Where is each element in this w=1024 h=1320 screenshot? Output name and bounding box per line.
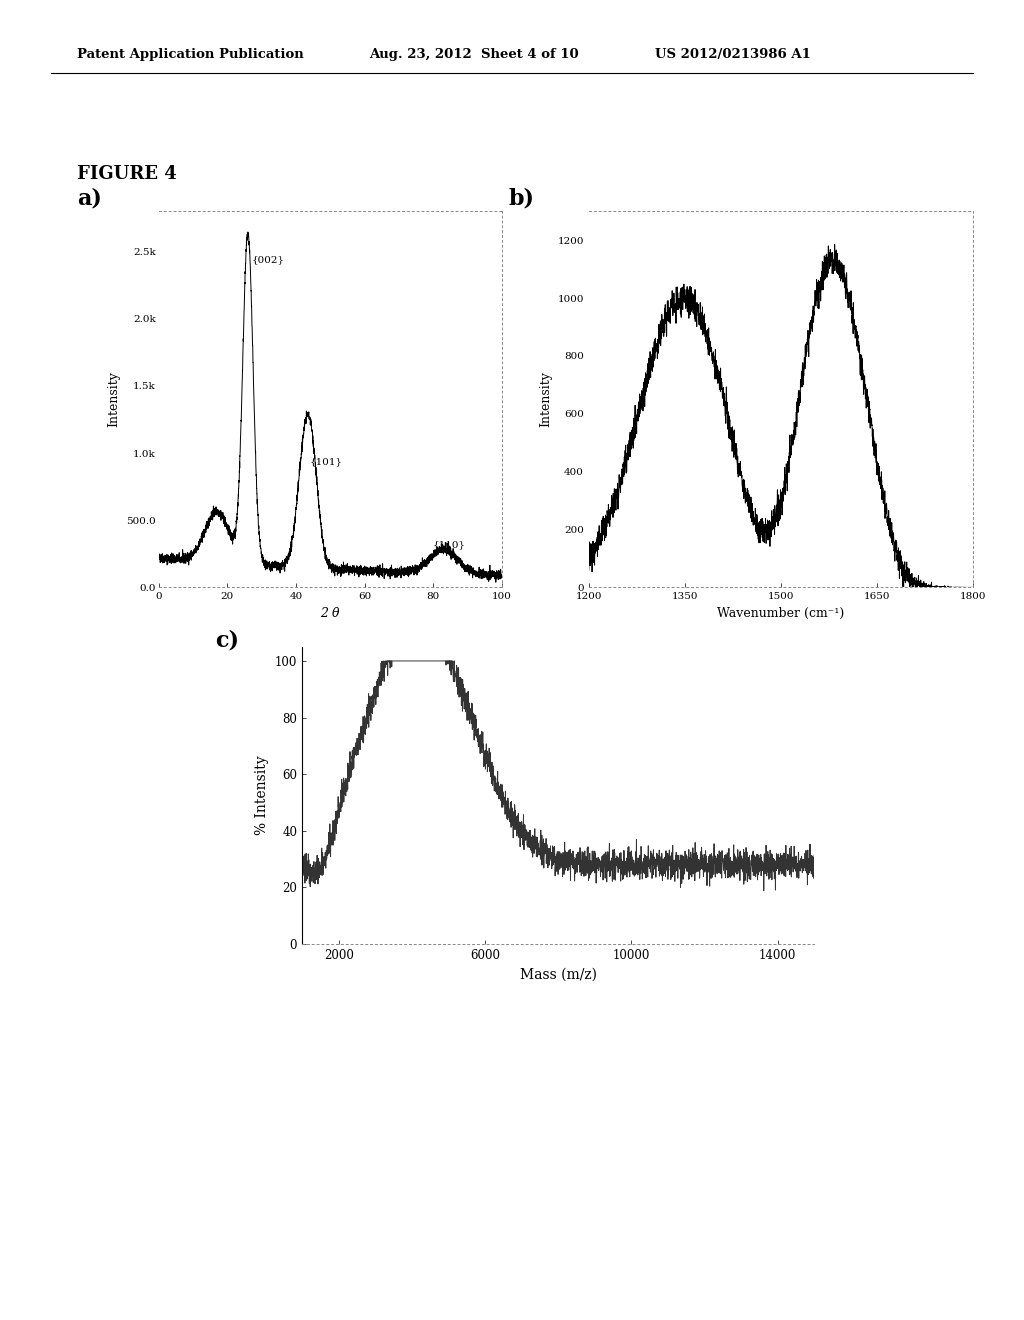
X-axis label: Mass (m/z): Mass (m/z) <box>519 968 597 981</box>
Text: Patent Application Publication: Patent Application Publication <box>77 48 303 61</box>
Text: b): b) <box>509 187 535 210</box>
Text: FIGURE 4: FIGURE 4 <box>77 165 176 183</box>
Text: {101}: {101} <box>309 457 343 466</box>
X-axis label: Wavenumber (cm⁻¹): Wavenumber (cm⁻¹) <box>717 607 845 620</box>
Y-axis label: Intensity: Intensity <box>539 371 552 428</box>
Text: US 2012/0213986 A1: US 2012/0213986 A1 <box>655 48 811 61</box>
Text: Aug. 23, 2012  Sheet 4 of 10: Aug. 23, 2012 Sheet 4 of 10 <box>369 48 579 61</box>
Y-axis label: % Intensity: % Intensity <box>255 755 269 836</box>
Text: c): c) <box>215 630 239 652</box>
Text: a): a) <box>77 187 101 210</box>
Text: {110}: {110} <box>433 540 466 549</box>
X-axis label: 2 θ: 2 θ <box>321 607 340 620</box>
Y-axis label: Intensity: Intensity <box>108 371 121 428</box>
Text: {002}: {002} <box>251 255 285 264</box>
